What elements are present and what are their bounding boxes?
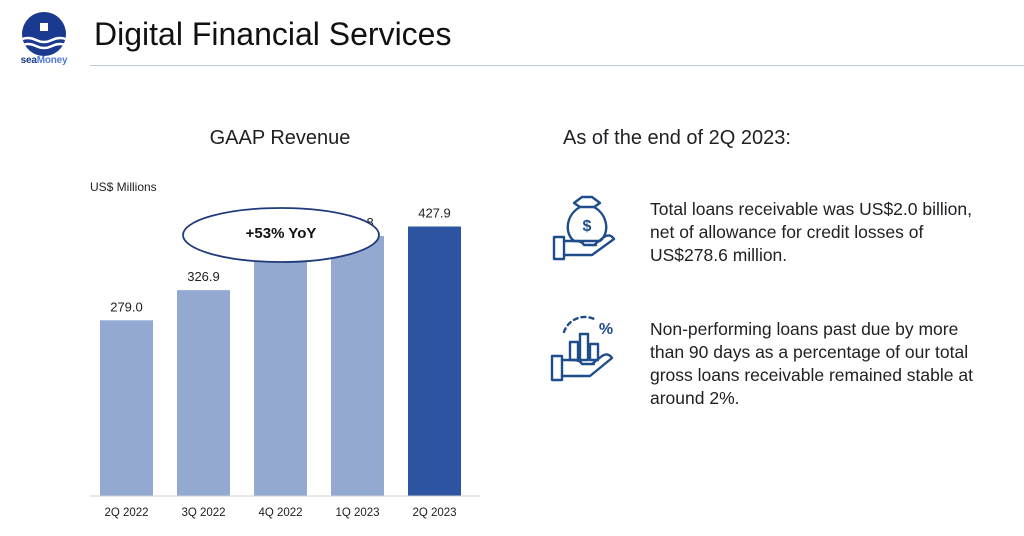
bar-4: [408, 226, 461, 496]
yoy-callout: +53% YoY: [181, 206, 381, 264]
category-label-1: 3Q 2022: [181, 507, 225, 519]
category-label-4: 2Q 2023: [412, 507, 456, 519]
category-label-0: 2Q 2022: [104, 507, 148, 519]
svg-text:%: %: [599, 321, 613, 338]
bullet-2-line-2: than 90 days as a percentage of our tota…: [650, 342, 969, 362]
percent-chart-hand-icon: %: [550, 314, 616, 384]
bullet-1-line-1: Total loans receivable was US$2.0 billio…: [650, 199, 972, 219]
bullet-1-line-2: net of allowance for credit losses of: [650, 222, 924, 242]
bullet-npl-ratio: Non-performing loans past due by more th…: [650, 318, 1010, 410]
bullet-2-line-1: Non-performing loans past due by more: [650, 319, 959, 339]
bar-1: [177, 290, 230, 496]
value-label-4: 427.9: [418, 206, 451, 221]
bar-2: [254, 256, 307, 496]
svg-text:$: $: [583, 218, 592, 235]
value-label-1: 326.9: [187, 269, 220, 284]
logo-wordmark: seaMoney: [20, 55, 68, 66]
chart-title: GAAP Revenue: [209, 127, 351, 149]
bar-3: [331, 236, 384, 496]
page-title: Digital Financial Services: [94, 16, 452, 52]
value-label-0: 279.0: [110, 299, 143, 314]
bullet-loans-receivable: Total loans receivable was US$2.0 billio…: [650, 198, 1010, 267]
bullet-1-line-3: US$278.6 million.: [650, 245, 788, 265]
money-bag-hand-icon: $: [552, 193, 618, 263]
right-panel-heading: As of the end of 2Q 2023:: [563, 127, 791, 149]
category-label-3: 1Q 2023: [335, 507, 379, 519]
unit-label: US$ Millions: [90, 180, 157, 194]
bullet-2-line-4: around 2%.: [650, 388, 740, 408]
category-label-2: 4Q 2022: [258, 507, 302, 519]
seamoney-logo: [14, 10, 74, 72]
bullet-2-line-3: gross loans receivable remained stable a…: [650, 365, 973, 385]
bar-0: [100, 320, 153, 496]
yoy-annotation: +53% YoY: [245, 225, 317, 242]
title-divider: [90, 65, 1024, 66]
